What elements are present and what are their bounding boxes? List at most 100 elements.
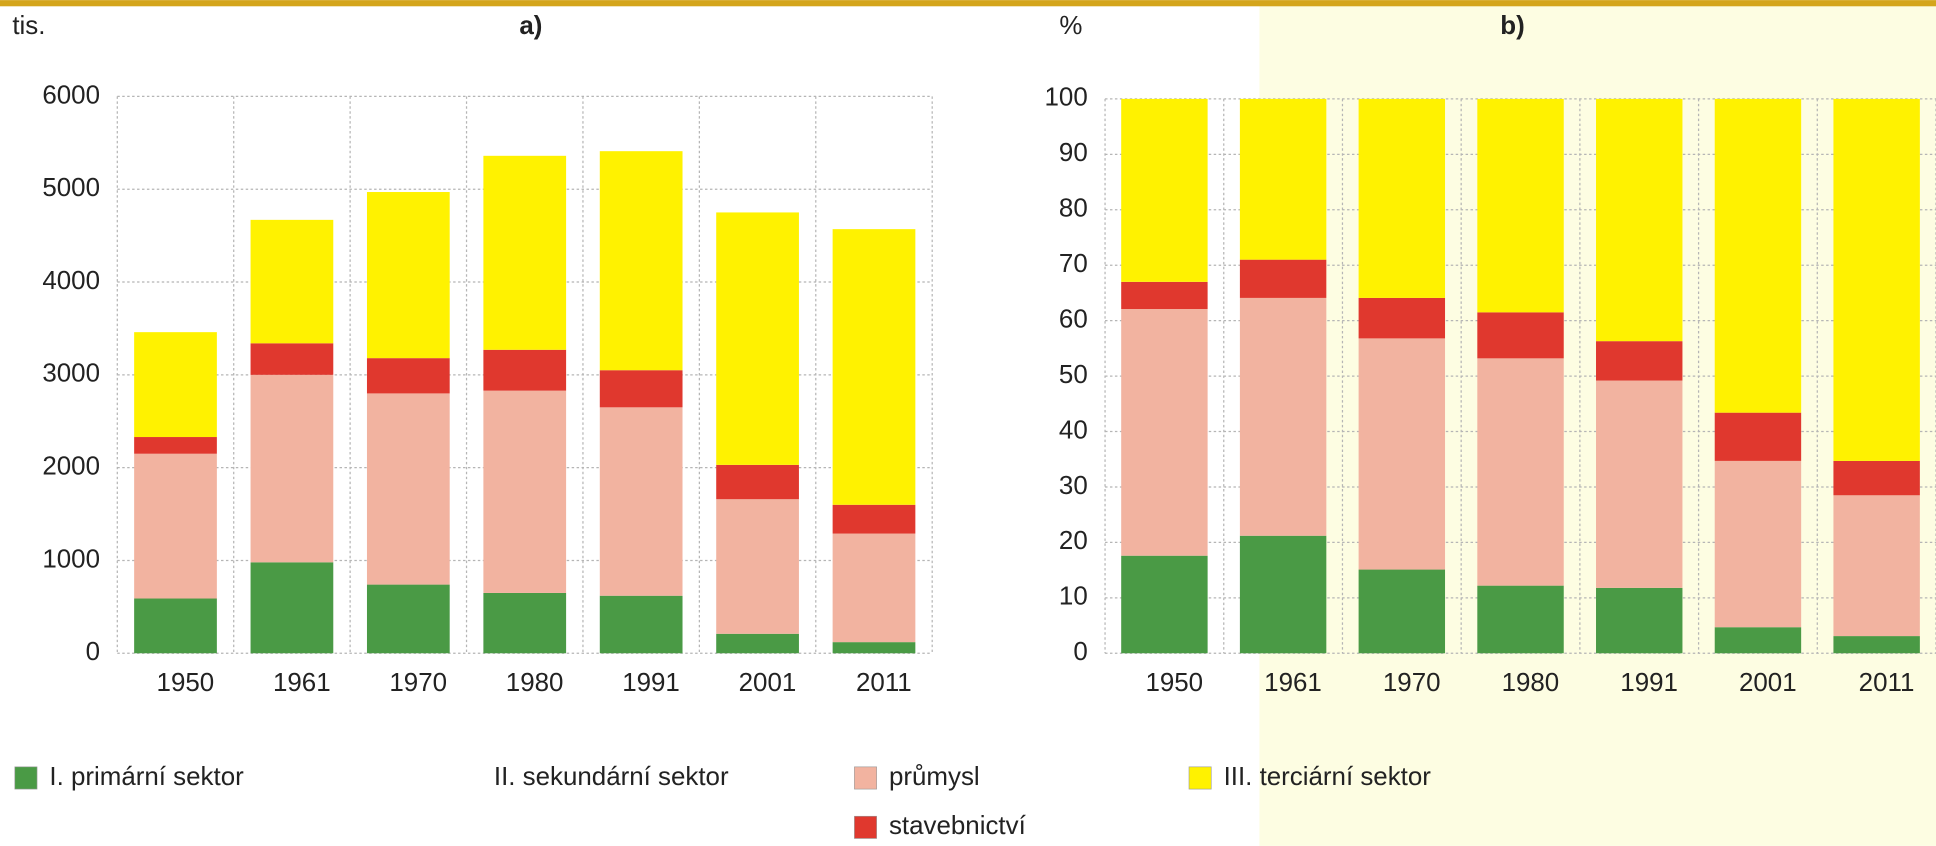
x-tick-label: 1950 <box>1145 669 1203 697</box>
bar-segment <box>366 358 450 394</box>
bar-segment <box>599 407 683 596</box>
bar-segment <box>1121 555 1208 654</box>
legend-group-label: II. sekundární sektor <box>494 763 729 791</box>
y-tick-label: 4000 <box>42 267 100 295</box>
bar-segment <box>250 219 334 344</box>
bar-segment <box>1358 569 1446 654</box>
legend-label: průmysl <box>889 763 980 791</box>
bar-segment <box>1596 587 1683 654</box>
bar-segment <box>1596 341 1683 381</box>
bar-segment <box>366 584 450 654</box>
bar-segment <box>1477 98 1564 313</box>
y-tick-label: 50 <box>1059 361 1088 389</box>
bar-segment <box>1714 460 1802 628</box>
bar-segment <box>832 504 916 534</box>
bar-segment <box>134 437 217 454</box>
bar-segment <box>1714 412 1802 461</box>
y-tick-label: 6000 <box>42 81 100 109</box>
bar-segment <box>250 562 334 654</box>
x-tick-label: 1950 <box>157 669 215 697</box>
bar-segment <box>1833 460 1920 496</box>
bar-segment <box>599 151 683 371</box>
bar-segment <box>832 642 916 654</box>
y-tick-label: 60 <box>1059 305 1088 333</box>
y-tick-label: 40 <box>1059 416 1088 444</box>
y-tick-label: 100 <box>1045 84 1088 112</box>
bar-segment <box>1358 98 1446 298</box>
y-tick-label: 0 <box>86 638 100 666</box>
y-tick-label: 90 <box>1059 139 1088 167</box>
bar-segment <box>366 192 450 359</box>
y-tick-label: 10 <box>1059 583 1088 611</box>
x-tick-label: 2001 <box>739 669 797 697</box>
y-tick-label: 2000 <box>42 452 100 480</box>
chart-title: b) <box>1500 12 1524 40</box>
x-tick-label: 1991 <box>1620 669 1678 697</box>
y-tick-label: 0 <box>1073 638 1087 666</box>
x-tick-label: 2011 <box>1859 669 1915 697</box>
bar-segment <box>483 349 567 391</box>
bar-segment <box>716 499 799 634</box>
legend-swatch <box>1188 766 1212 790</box>
bar-segment <box>1121 281 1208 310</box>
bar-segment <box>250 374 334 563</box>
bar-segment <box>716 212 799 465</box>
x-tick-label: 2001 <box>1739 669 1797 697</box>
chart-title: a) <box>519 12 542 40</box>
bar-segment <box>483 155 567 350</box>
bar-segment <box>483 390 567 593</box>
y-tick-label: 70 <box>1059 250 1088 278</box>
bar-segment <box>1833 636 1920 654</box>
y-axis-unit: % <box>1059 12 1082 40</box>
bar-segment <box>599 370 683 408</box>
bar-segment <box>832 533 916 643</box>
x-tick-label: 2011 <box>856 669 912 697</box>
y-tick-label: 1000 <box>42 545 100 573</box>
bar-segment <box>1477 585 1564 654</box>
bar-segment <box>134 453 217 599</box>
bar-segment <box>716 633 799 654</box>
bar-segment <box>1239 98 1327 260</box>
top-border <box>0 0 1936 7</box>
bar-segment <box>832 229 916 505</box>
bar-segment <box>1477 358 1564 586</box>
x-tick-label: 1961 <box>1264 669 1322 697</box>
y-tick-label: 3000 <box>42 360 100 388</box>
bar-segment <box>1714 98 1802 413</box>
bar-segment <box>1714 627 1802 654</box>
legend-label: I. primární sektor <box>49 763 244 791</box>
bar-segment <box>1833 495 1920 637</box>
x-tick-label: 1980 <box>506 669 564 697</box>
x-tick-label: 1961 <box>273 669 331 697</box>
bar-segment <box>134 332 217 438</box>
bar-segment <box>366 393 450 585</box>
bar-segment <box>1358 338 1446 570</box>
bar-segment <box>716 464 799 500</box>
legend-label: stavebnictví <box>889 812 1027 840</box>
x-tick-label: 1980 <box>1502 669 1560 697</box>
bar-segment <box>1239 535 1327 654</box>
legend-swatch <box>14 766 38 790</box>
bar-segment <box>1121 98 1208 282</box>
y-tick-label: 30 <box>1059 472 1088 500</box>
x-tick-label: 1970 <box>389 669 447 697</box>
x-tick-label: 1991 <box>622 669 680 697</box>
y-tick-label: 5000 <box>42 174 100 202</box>
bar-segment <box>1239 297 1327 536</box>
legend-swatch <box>854 815 877 839</box>
bar-segment <box>1596 98 1683 342</box>
bar-segment <box>1358 297 1446 339</box>
legend-swatch <box>854 766 877 790</box>
bar-segment <box>1121 309 1208 556</box>
bar-segment <box>250 343 334 375</box>
bar-segment <box>1596 380 1683 588</box>
x-tick-label: 1970 <box>1383 669 1441 697</box>
y-axis-unit: tis. <box>12 12 45 40</box>
bar-segment <box>134 598 217 654</box>
y-tick-label: 80 <box>1059 195 1088 223</box>
y-tick-label: 20 <box>1059 527 1088 555</box>
bar-segment <box>483 592 567 654</box>
bar-segment <box>1477 312 1564 359</box>
